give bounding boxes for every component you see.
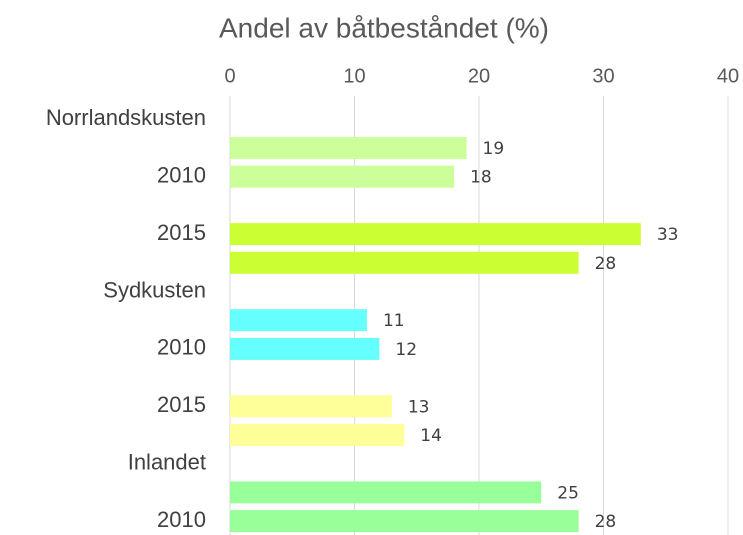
bar [230,424,405,446]
bar [230,337,380,360]
row-label: Sydkusten [103,277,206,302]
data-label: 28 [595,512,617,532]
bar [230,137,467,159]
bar [230,251,579,274]
bar [230,309,367,332]
data-label: 33 [657,225,679,245]
bar [230,481,542,504]
row-label: 2010 [157,507,206,532]
row-label: 2015 [157,392,206,417]
chart-title: Andel av båtbeståndet (%) [219,12,549,43]
data-label: 19 [483,139,505,159]
data-label: 18 [470,168,492,188]
x-tick-label: 0 [224,65,235,87]
data-label: 14 [420,426,442,446]
row-label: Norrlandskusten [46,105,206,130]
row-label: 2010 [157,335,206,360]
data-label: 28 [595,254,617,274]
bar [230,165,455,188]
x-tick-label: 40 [717,65,739,87]
x-tick-label: 10 [343,65,365,87]
row-label: 2015 [157,220,206,245]
row-label: Inlandet [128,450,206,475]
bar [230,510,579,533]
row-label: 2010 [157,163,206,188]
data-label: 11 [383,311,405,331]
data-label: 12 [395,340,417,360]
x-tick-label: 30 [592,65,614,87]
x-tick-label: 20 [468,65,490,87]
data-label: 25 [557,483,579,503]
bar [230,395,392,418]
data-label: 13 [408,397,430,417]
bar [230,223,641,246]
